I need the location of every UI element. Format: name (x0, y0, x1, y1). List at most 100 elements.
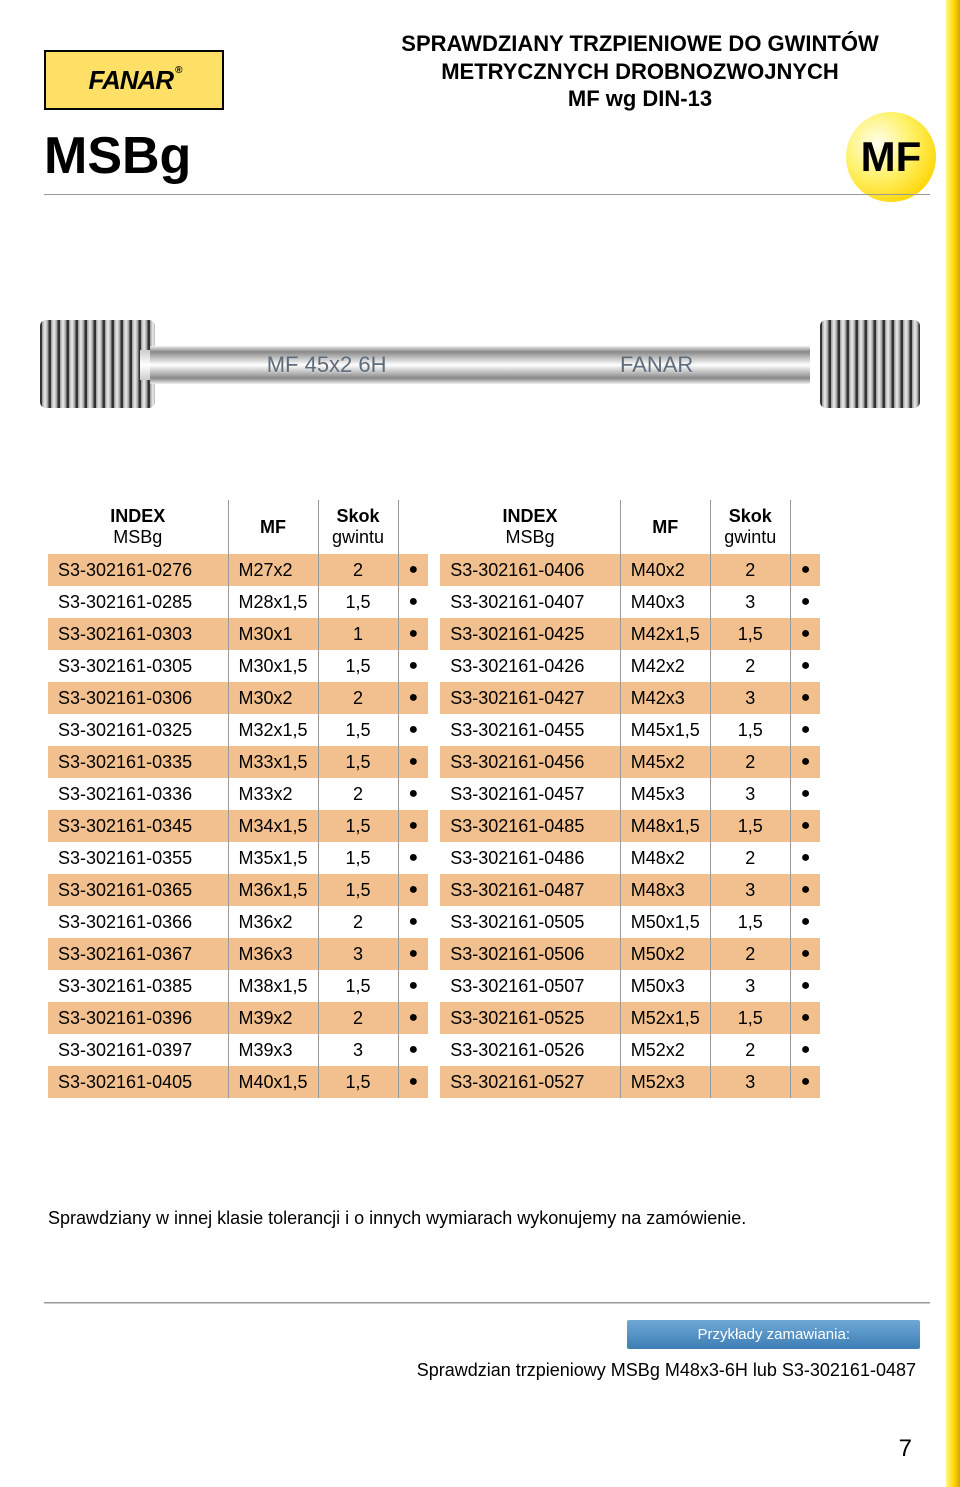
cell-dot: ● (790, 650, 820, 682)
cell-index: S3-302161-0303 (48, 618, 228, 650)
cell-mf: M42x3 (620, 682, 710, 714)
cell-index: S3-302161-0385 (48, 970, 228, 1002)
cell-dot: ● (398, 586, 428, 618)
cell-skok: 3 (710, 1066, 790, 1098)
cell-dot: ● (790, 714, 820, 746)
cell-mf: M38x1,5 (228, 970, 318, 1002)
th-dot (790, 500, 820, 554)
cell-dot: ● (790, 842, 820, 874)
data-table-left: INDEX MSBg MF Skok gwintu S3-302161-0276… (48, 500, 428, 1098)
data-table-right: INDEX MSBg MF Skok gwintu S3-302161-0406… (440, 500, 820, 1098)
cell-dot: ● (790, 906, 820, 938)
cell-index: S3-302161-0485 (440, 810, 620, 842)
cell-dot: ● (398, 746, 428, 778)
side-yellow-strip (946, 0, 960, 1487)
cell-mf: M33x2 (228, 778, 318, 810)
cell-dot: ● (398, 938, 428, 970)
cell-skok: 1,5 (710, 906, 790, 938)
cell-index: S3-302161-0425 (440, 618, 620, 650)
cell-index: S3-302161-0426 (440, 650, 620, 682)
th-index-sub: MSBg (58, 527, 218, 548)
cell-mf: M45x1,5 (620, 714, 710, 746)
table-row: S3-302161-0336M33x22● (48, 778, 428, 810)
table-row: S3-302161-0335M33x1,51,5● (48, 746, 428, 778)
cell-dot: ● (790, 778, 820, 810)
cell-dot: ● (790, 1066, 820, 1098)
page-title: MSBg (44, 126, 191, 186)
cell-mf: M30x1 (228, 618, 318, 650)
mf-badge-text: MF (861, 133, 922, 181)
cell-skok: 1,5 (318, 714, 398, 746)
cell-skok: 1,5 (318, 650, 398, 682)
cell-index: S3-302161-0487 (440, 874, 620, 906)
cell-index: S3-302161-0367 (48, 938, 228, 970)
table-row: S3-302161-0405M40x1,51,5● (48, 1066, 428, 1098)
th-mf: MF (228, 500, 318, 554)
cell-dot: ● (790, 746, 820, 778)
thread-gauge-image: MF 45x2 6H FANAR (40, 308, 920, 418)
table-row: S3-302161-0396M39x22● (48, 1002, 428, 1034)
cell-mf: M45x2 (620, 746, 710, 778)
table-row: S3-302161-0366M36x22● (48, 906, 428, 938)
table-row: S3-302161-0485M48x1,51,5● (440, 810, 820, 842)
table-row: S3-302161-0276M27x22● (48, 554, 428, 586)
cell-mf: M40x3 (620, 586, 710, 618)
cell-mf: M39x3 (228, 1034, 318, 1066)
cell-mf: M50x2 (620, 938, 710, 970)
gauge-thread-left (40, 320, 155, 408)
gauge-thread-right (820, 320, 920, 408)
cell-skok: 3 (318, 1034, 398, 1066)
th-skok: Skok (721, 506, 780, 527)
cell-mf: M40x2 (620, 554, 710, 586)
cell-skok: 2 (318, 906, 398, 938)
cell-index: S3-302161-0505 (440, 906, 620, 938)
th-skok: Skok (329, 506, 388, 527)
cell-index: S3-302161-0397 (48, 1034, 228, 1066)
table-row: S3-302161-0325M32x1,51,5● (48, 714, 428, 746)
cell-skok: 1,5 (710, 714, 790, 746)
cell-dot: ● (398, 970, 428, 1002)
cell-skok: 3 (710, 874, 790, 906)
cell-mf: M39x2 (228, 1002, 318, 1034)
table-row: S3-302161-0385M38x1,51,5● (48, 970, 428, 1002)
table-row: S3-302161-0505M50x1,51,5● (440, 906, 820, 938)
cell-index: S3-302161-0507 (440, 970, 620, 1002)
cell-index: S3-302161-0336 (48, 778, 228, 810)
th-index: INDEX (58, 506, 218, 527)
table-row: S3-302161-0456M45x22● (440, 746, 820, 778)
cell-dot: ● (398, 682, 428, 714)
cell-mf: M32x1,5 (228, 714, 318, 746)
cell-skok: 2 (710, 1034, 790, 1066)
cell-dot: ● (790, 618, 820, 650)
cell-skok: 2 (710, 842, 790, 874)
cell-mf: M48x2 (620, 842, 710, 874)
table-row: S3-302161-0367M36x33● (48, 938, 428, 970)
cell-skok: 2 (318, 554, 398, 586)
cell-dot: ● (398, 874, 428, 906)
cell-index: S3-302161-0526 (440, 1034, 620, 1066)
cell-index: S3-302161-0455 (440, 714, 620, 746)
page-header: SPRAWDZIANY TRZPIENIOWE DO GWINTÓW METRY… (360, 30, 920, 113)
cell-skok: 2 (710, 938, 790, 970)
header-line-1: SPRAWDZIANY TRZPIENIOWE DO GWINTÓW (360, 30, 920, 58)
table-row: S3-302161-0455M45x1,51,5● (440, 714, 820, 746)
cell-skok: 2 (710, 650, 790, 682)
cell-dot: ● (790, 938, 820, 970)
cell-mf: M42x2 (620, 650, 710, 682)
cell-skok: 2 (710, 746, 790, 778)
cell-skok: 1,5 (318, 586, 398, 618)
cell-skok: 3 (710, 682, 790, 714)
cell-mf: M35x1,5 (228, 842, 318, 874)
page-number: 7 (899, 1435, 912, 1463)
cell-index: S3-302161-0486 (440, 842, 620, 874)
cell-mf: M36x1,5 (228, 874, 318, 906)
cell-dot: ● (790, 970, 820, 1002)
table-row: S3-302161-0526M52x22● (440, 1034, 820, 1066)
table-row: S3-302161-0425M42x1,51,5● (440, 618, 820, 650)
cell-dot: ● (398, 842, 428, 874)
fanar-logo: FANAR ® (44, 50, 224, 110)
table-row: S3-302161-0486M48x22● (440, 842, 820, 874)
cell-skok: 1 (318, 618, 398, 650)
gauge-label-left: MF 45x2 6H (267, 352, 387, 378)
header-line-2: METRYCZNYCH DROBNOZWOJNYCH (360, 58, 920, 86)
